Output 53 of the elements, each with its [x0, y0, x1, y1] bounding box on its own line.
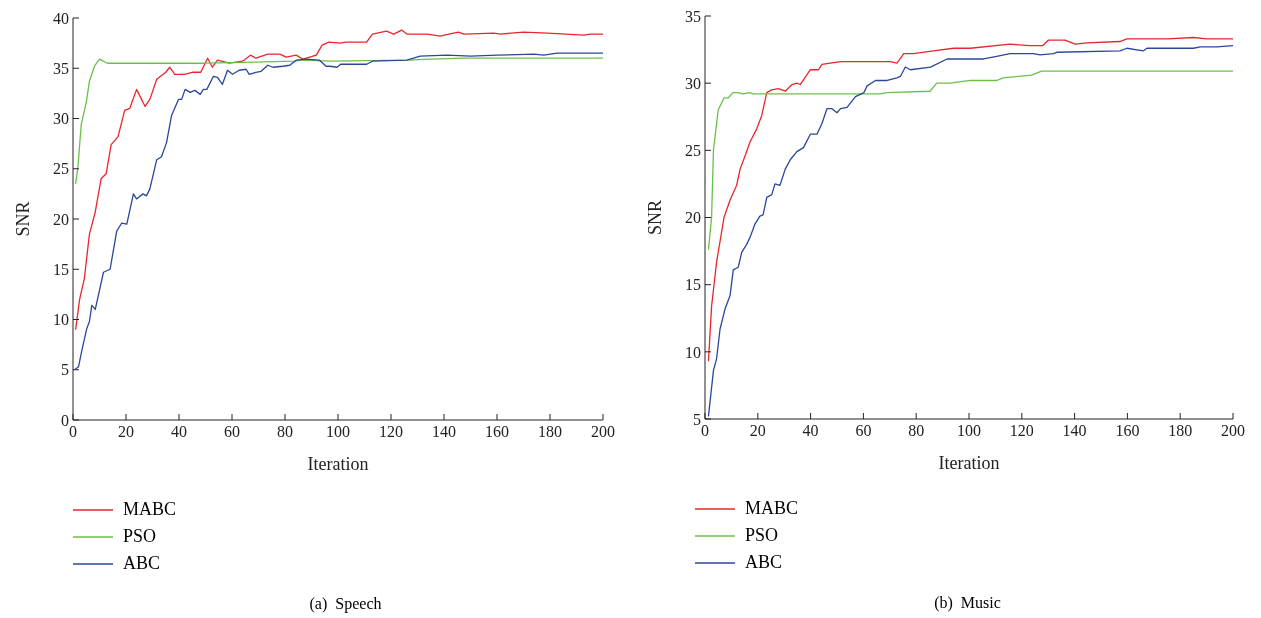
- legend-label: PSO: [745, 525, 779, 546]
- y-axis-title: SNR: [645, 199, 666, 236]
- text: (a) Speech: [308, 595, 383, 613]
- y-axis-title: SNR: [13, 201, 34, 237]
- x-tick-label: 20: [749, 422, 766, 440]
- x-tick-label: 60: [224, 423, 240, 441]
- y-tick-label: 20: [53, 210, 69, 228]
- x-tick-label: 100: [957, 422, 981, 440]
- x-tick-label: 160: [485, 423, 509, 441]
- y-tick-label: 40: [53, 9, 69, 27]
- y-tick-label: 35: [53, 59, 69, 77]
- x-tick-label: 120: [1009, 422, 1034, 440]
- y-tick-label: 10: [685, 343, 701, 361]
- y-tick-label: 0: [61, 411, 69, 429]
- x-tick-label: 200: [591, 423, 615, 441]
- x-tick-label: 180: [538, 423, 562, 441]
- x-tick-label: 80: [277, 423, 293, 441]
- text: (b) Music: [933, 594, 1002, 612]
- y-tick-label: 20: [685, 209, 701, 227]
- x-axis-title: Iteration: [938, 453, 1000, 473]
- y-tick-label: 15: [685, 276, 701, 294]
- legend-label: ABC: [745, 552, 783, 573]
- y-tick-label: 10: [53, 311, 69, 329]
- x-tick-label: 180: [1168, 422, 1193, 440]
- x-tick-label: 200: [1221, 422, 1245, 440]
- x-tick-label: 100: [326, 423, 350, 441]
- y-tick-label: 5: [61, 361, 69, 379]
- line-series: [75, 57, 603, 185]
- x-axis-title: Iteration: [307, 454, 369, 474]
- line-series: [75, 29, 603, 331]
- y-tick-label: 15: [53, 260, 69, 278]
- y-tick-label: 25: [685, 142, 701, 160]
- x-tick-label: 140: [1062, 422, 1087, 440]
- line-series: [707, 70, 1233, 251]
- line-series: [707, 36, 1233, 362]
- y-tick-label: 35: [685, 7, 701, 25]
- x-tick-label: 40: [171, 423, 187, 441]
- x-tick-label: 20: [118, 423, 134, 441]
- y-tick-label: 5: [693, 410, 701, 428]
- line-series: [73, 52, 603, 371]
- legend-label: MABC: [745, 498, 799, 519]
- y-tick-label: 30: [53, 110, 69, 128]
- x-tick-label: 120: [379, 423, 403, 441]
- x-tick-label: 60: [855, 422, 872, 440]
- y-tick-label: 25: [53, 160, 69, 178]
- x-tick-label: 140: [432, 423, 456, 441]
- legend-label: ABC: [123, 553, 161, 574]
- x-tick-label: 160: [1115, 422, 1140, 440]
- legend-label: PSO: [123, 526, 157, 547]
- x-tick-label: 80: [908, 422, 925, 440]
- x-tick-label: 40: [802, 422, 819, 440]
- y-tick-label: 30: [685, 74, 701, 92]
- legend-label: MABC: [123, 499, 177, 520]
